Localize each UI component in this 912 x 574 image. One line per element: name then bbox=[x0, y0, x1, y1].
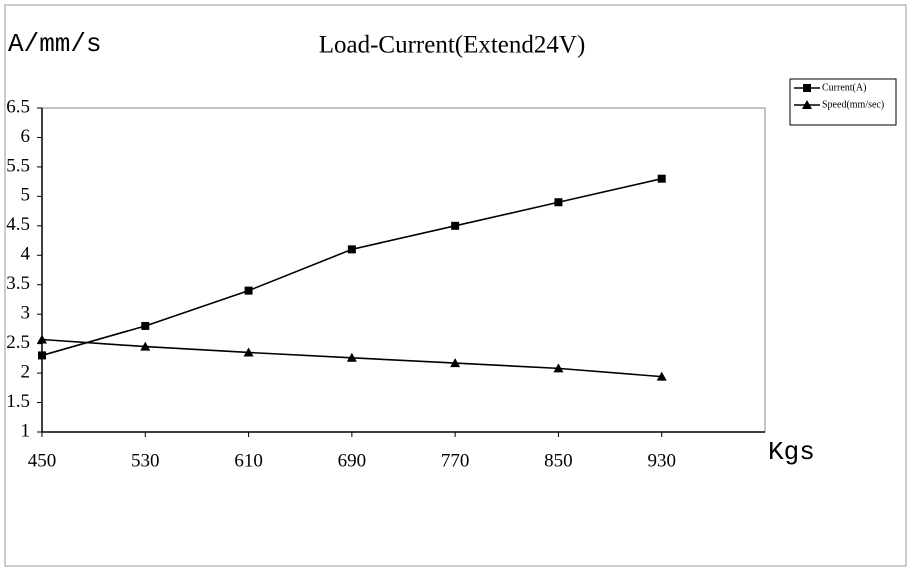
legend-label: Current(A) bbox=[822, 82, 866, 93]
y-tick-label: 1.5 bbox=[6, 391, 30, 412]
data-point bbox=[141, 321, 150, 330]
y-tick-label: 4.5 bbox=[6, 214, 30, 235]
data-point bbox=[347, 245, 356, 254]
y-tick-label: 6.5 bbox=[6, 96, 30, 117]
data-point bbox=[656, 371, 667, 381]
legend-label: Speed(mm/sec) bbox=[822, 99, 884, 110]
y-tick-label: 3.5 bbox=[6, 273, 30, 294]
data-point bbox=[346, 352, 357, 362]
data-point bbox=[450, 358, 461, 368]
y-tick-label: 5 bbox=[21, 185, 31, 206]
data-point bbox=[243, 347, 254, 357]
data-point bbox=[244, 286, 253, 295]
data-point bbox=[38, 351, 46, 360]
x-tick-label: 770 bbox=[441, 450, 470, 471]
data-point bbox=[37, 334, 47, 344]
y-tick-label: 2 bbox=[21, 361, 31, 382]
y-tick-label: 2.5 bbox=[6, 332, 30, 353]
x-axis-label: Kgs bbox=[768, 437, 815, 467]
y-tick-label: 6 bbox=[21, 126, 31, 147]
data-point bbox=[657, 174, 666, 183]
y-tick-label: 3 bbox=[21, 303, 31, 324]
y-tick-label: 4 bbox=[21, 244, 31, 265]
legend-marker bbox=[803, 84, 811, 92]
x-tick-label: 610 bbox=[234, 450, 263, 471]
x-tick-label: 850 bbox=[544, 450, 573, 471]
data-point bbox=[451, 221, 460, 230]
data-point bbox=[553, 363, 564, 373]
chart-frame bbox=[4, 4, 907, 567]
x-tick-label: 530 bbox=[131, 450, 160, 471]
y-tick-label: 5.5 bbox=[6, 155, 30, 176]
data-point bbox=[554, 198, 563, 207]
y-tick-label: 1 bbox=[21, 420, 31, 441]
chart-title: Load-Current(Extend24V) bbox=[319, 32, 586, 59]
data-point bbox=[140, 341, 151, 351]
x-tick-label: 690 bbox=[338, 450, 367, 471]
x-tick-label: 930 bbox=[647, 450, 676, 471]
legend-marker bbox=[802, 100, 812, 109]
x-tick-label: 450 bbox=[28, 450, 57, 471]
y-axis-label: A/mm/s bbox=[8, 29, 102, 59]
